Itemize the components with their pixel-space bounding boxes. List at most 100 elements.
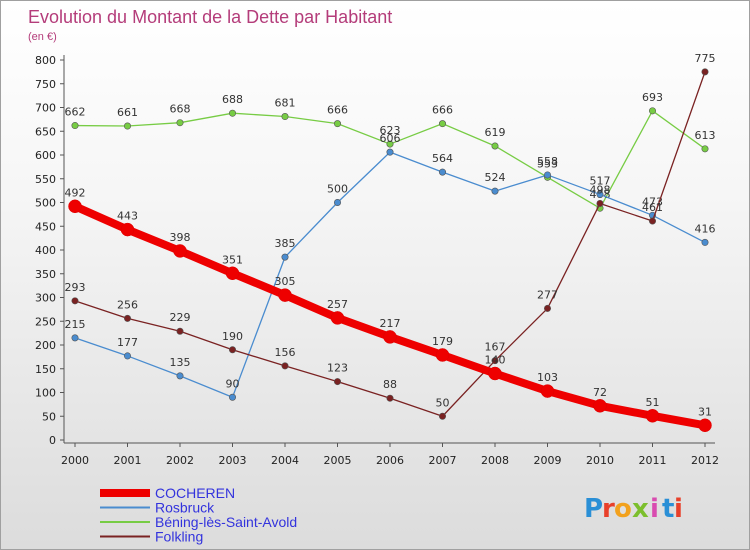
x-tick-label: 2010: [586, 454, 614, 467]
data-label: 623: [380, 124, 401, 137]
data-label: 443: [117, 210, 138, 223]
chart-title: Evolution du Montant de la Dette par Hab…: [28, 7, 392, 27]
data-label: 293: [65, 281, 86, 294]
data-label: 517: [590, 174, 611, 187]
data-point: [124, 122, 132, 130]
logo-letter: i: [674, 494, 683, 524]
data-point: [71, 334, 79, 342]
data-label: 693: [642, 91, 663, 104]
data-label: 256: [117, 298, 138, 311]
data-point: [648, 217, 656, 225]
data-label: 416: [695, 222, 716, 235]
data-point: [281, 113, 289, 121]
y-tick-label: 800: [35, 54, 56, 67]
y-tick-label: 400: [35, 244, 56, 257]
data-point: [333, 120, 341, 128]
data-point: [120, 222, 135, 237]
y-tick-label: 300: [35, 292, 56, 305]
data-label: 140: [485, 354, 506, 367]
data-point: [701, 68, 709, 76]
data-point: [540, 384, 555, 398]
data-label: 50: [436, 396, 450, 409]
logo-letter: o: [614, 494, 632, 524]
series-group: 6626616686886816666236666195534886936132…: [65, 52, 716, 433]
data-label: 613: [695, 129, 716, 142]
data-point: [435, 348, 450, 362]
data-point: [596, 190, 604, 198]
data-label: 88: [383, 378, 397, 391]
proxiti-logo: Pr o x i t i: [584, 494, 683, 524]
data-point: [386, 140, 394, 148]
data-label: 31: [698, 405, 712, 418]
series-2: 662661668688681666623666619553488693613: [65, 91, 716, 212]
data-point: [281, 362, 289, 370]
logo-letter: P: [584, 494, 603, 524]
data-label: 564: [432, 152, 453, 165]
data-point: [438, 412, 446, 420]
data-point: [124, 314, 132, 322]
x-tick-label: 2012: [691, 454, 719, 467]
x-tick-label: 2005: [324, 454, 352, 467]
data-label: 688: [222, 93, 243, 106]
y-tick-label: 350: [35, 268, 56, 281]
data-point: [173, 244, 187, 258]
data-point: [278, 288, 292, 302]
data-label: 215: [65, 318, 86, 331]
data-label: 661: [117, 106, 138, 119]
data-label: 229: [170, 311, 191, 324]
data-point: [68, 199, 82, 214]
y-tick-label: 100: [35, 387, 56, 400]
y-tick-label: 150: [35, 363, 56, 376]
data-label: 398: [170, 231, 191, 244]
data-label: 167: [485, 341, 506, 354]
data-label: 277: [537, 288, 558, 301]
data-label: 666: [327, 104, 348, 117]
data-label: 179: [432, 335, 453, 348]
data-point: [701, 238, 709, 246]
data-point: [71, 297, 79, 305]
data-label: 217: [380, 317, 401, 330]
data-label: 498: [590, 183, 611, 196]
x-tick-label: 2001: [114, 454, 142, 467]
data-label: 619: [485, 126, 506, 139]
data-point: [488, 366, 502, 381]
data-point: [386, 148, 394, 156]
data-label: 500: [327, 183, 348, 196]
data-point: [438, 168, 446, 176]
series-3: 293 256 229 190 156 123 88 50 167 277 498 461 775: [65, 52, 716, 420]
data-point: [176, 327, 184, 335]
data-point: [438, 120, 446, 128]
legend-label: COCHEREN: [155, 485, 235, 501]
data-point: [491, 357, 499, 365]
data-label: 103: [537, 371, 558, 384]
data-point: [383, 330, 397, 344]
data-label: 492: [65, 186, 86, 199]
data-label: 123: [327, 362, 348, 375]
data-point: [330, 311, 345, 325]
logo-letter: r: [602, 494, 615, 524]
x-tick-label: 2003: [219, 454, 247, 467]
data-label: 681: [275, 97, 296, 110]
data-label: 666: [432, 104, 453, 117]
data-point: [71, 122, 79, 130]
data-label: 461: [642, 201, 663, 214]
data-label: 775: [695, 52, 716, 65]
data-point: [386, 394, 394, 402]
x-tick-label: 2006: [376, 454, 404, 467]
legend: COCHERENRosbruckBéning-lès-Saint-AvoldFo…: [100, 485, 297, 545]
data-point: [176, 119, 184, 127]
y-tick-label: 500: [35, 197, 56, 210]
data-point: [225, 266, 240, 281]
x-tick-label: 2004: [271, 454, 299, 467]
data-label: 524: [485, 171, 506, 184]
data-point: [333, 199, 341, 207]
data-label: 553: [537, 157, 558, 170]
logo-letter: i: [650, 494, 659, 524]
data-point: [645, 409, 660, 423]
y-tick-label: 700: [35, 102, 56, 115]
data-label: 51: [646, 396, 660, 409]
y-tick-label: 0: [49, 434, 56, 447]
